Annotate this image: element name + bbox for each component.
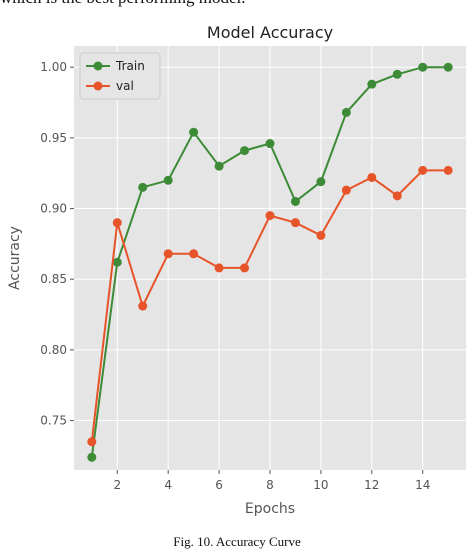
data-point-val — [418, 165, 428, 175]
data-point-train — [138, 182, 148, 192]
data-point-train — [290, 196, 300, 206]
data-point-train — [112, 257, 122, 267]
x-tick-label: 4 — [164, 478, 172, 492]
data-point-train — [214, 161, 224, 171]
x-tick-label: 12 — [364, 478, 379, 492]
data-point-val — [112, 218, 122, 228]
data-point-train — [443, 62, 453, 72]
data-point-val — [290, 218, 300, 228]
y-tick-label: 0.90 — [40, 202, 67, 216]
legend-marker-train — [93, 61, 103, 71]
x-tick-label: 10 — [313, 478, 328, 492]
legend-label-val: val — [116, 79, 134, 93]
data-point-train — [392, 69, 402, 79]
accuracy-chart: 0.75 0.80 0.85 0.90 0.95 1.00 2 4 6 8 10 12 14 Mode… — [7, 23, 466, 517]
data-point-val — [163, 249, 173, 259]
data-point-val — [189, 249, 199, 259]
y-tick-labels: 0.75 0.80 0.85 0.90 0.95 1.00 — [40, 60, 74, 428]
data-point-train — [240, 146, 250, 156]
figure-caption: Fig. 10. Accuracy Curve — [173, 534, 301, 549]
data-point-val — [367, 172, 377, 182]
preceding-paragraph-text: which is the best performing model. — [0, 0, 246, 8]
x-axis-label: Epochs — [245, 501, 295, 517]
data-point-val — [87, 437, 97, 447]
data-point-val — [214, 263, 224, 273]
data-point-val — [138, 301, 148, 311]
data-point-val — [316, 230, 326, 240]
y-tick-label: 0.95 — [40, 131, 67, 145]
legend-label-train: Train — [115, 59, 145, 73]
data-point-val — [341, 185, 351, 195]
data-point-val — [240, 263, 250, 273]
chart-title: Model Accuracy — [207, 23, 333, 42]
x-tick-label: 14 — [415, 478, 430, 492]
y-tick-label: 0.80 — [40, 343, 67, 357]
data-point-train — [418, 62, 428, 72]
data-point-train — [316, 177, 326, 187]
data-point-val — [443, 165, 453, 175]
data-point-train — [87, 452, 97, 462]
x-tick-label: 8 — [266, 478, 274, 492]
y-tick-label: 0.85 — [40, 272, 67, 286]
x-tick-label: 6 — [215, 478, 223, 492]
legend-marker-val — [93, 81, 103, 91]
data-point-train — [367, 79, 377, 89]
legend: Train val — [79, 52, 161, 100]
x-tick-label: 2 — [113, 478, 121, 492]
series-group — [87, 62, 453, 462]
data-point-train — [189, 127, 199, 137]
y-tick-label: 1.00 — [40, 60, 67, 74]
data-point-train — [265, 139, 275, 149]
y-tick-label: 0.75 — [40, 414, 67, 428]
data-point-val — [392, 191, 402, 201]
data-point-train — [163, 175, 173, 185]
grid-lines — [74, 46, 466, 470]
x-tick-labels: 2 4 6 8 10 12 14 — [113, 470, 430, 492]
data-point-val — [265, 211, 275, 221]
y-axis-label: Accuracy — [7, 226, 23, 290]
data-point-train — [341, 107, 351, 117]
